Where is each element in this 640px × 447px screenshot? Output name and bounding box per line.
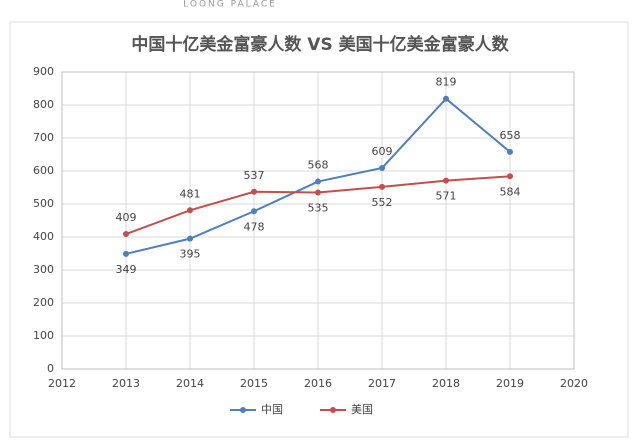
y-tick-label: 600 bbox=[33, 164, 54, 177]
data-label: 395 bbox=[180, 248, 201, 261]
data-label: 409 bbox=[116, 211, 137, 224]
y-tick-label: 800 bbox=[33, 98, 54, 111]
chart-title: 中国十亿美金富豪人数 VS 美国十亿美金富豪人数 bbox=[131, 34, 509, 55]
y-tick-label: 200 bbox=[33, 296, 54, 309]
data-point bbox=[315, 189, 321, 196]
data-label: 658 bbox=[500, 129, 521, 142]
data-label: 584 bbox=[500, 185, 521, 198]
watermark-text: LOONG PALACE bbox=[183, 0, 277, 10]
legend-marker bbox=[240, 407, 246, 413]
legend-label: 中国 bbox=[261, 403, 283, 416]
legend-marker bbox=[330, 407, 336, 413]
x-tick-label: 2018 bbox=[432, 377, 460, 390]
x-tick-label: 2020 bbox=[560, 377, 588, 390]
data-label: 571 bbox=[436, 190, 457, 203]
y-tick-label: 300 bbox=[33, 263, 54, 276]
data-point bbox=[443, 95, 449, 102]
data-point bbox=[123, 250, 129, 257]
x-tick-label: 2015 bbox=[240, 377, 268, 390]
data-point bbox=[315, 178, 321, 185]
y-tick-label: 900 bbox=[33, 65, 54, 78]
legend-label: 美国 bbox=[351, 403, 373, 416]
x-tick-label: 2014 bbox=[176, 377, 204, 390]
data-point bbox=[123, 231, 129, 238]
data-point bbox=[187, 207, 193, 214]
data-label: 349 bbox=[116, 263, 137, 276]
data-point bbox=[187, 235, 193, 242]
x-tick-label: 2013 bbox=[112, 377, 140, 390]
data-point bbox=[251, 208, 257, 215]
data-point bbox=[507, 148, 513, 155]
y-tick-label: 500 bbox=[33, 197, 54, 210]
chart-border bbox=[9, 21, 629, 438]
data-label: 535 bbox=[308, 201, 329, 214]
x-tick-label: 2012 bbox=[48, 377, 76, 390]
y-tick-label: 100 bbox=[33, 329, 54, 342]
x-tick-label: 2019 bbox=[496, 377, 524, 390]
x-tick-label: 2017 bbox=[368, 377, 396, 390]
x-tick-label: 2016 bbox=[304, 377, 332, 390]
data-label: 568 bbox=[308, 159, 329, 172]
y-tick-label: 0 bbox=[47, 362, 54, 375]
data-point bbox=[507, 173, 513, 180]
plot-border bbox=[61, 71, 575, 370]
data-label: 609 bbox=[372, 145, 393, 158]
data-point bbox=[443, 177, 449, 184]
y-tick-label: 400 bbox=[33, 230, 54, 243]
data-label: 552 bbox=[372, 196, 393, 209]
data-point bbox=[379, 165, 385, 172]
y-tick-label: 700 bbox=[33, 131, 54, 144]
data-label: 819 bbox=[436, 76, 457, 89]
data-label: 481 bbox=[180, 187, 201, 200]
data-point bbox=[379, 183, 385, 190]
data-point bbox=[251, 188, 257, 195]
data-label: 537 bbox=[244, 169, 265, 182]
data-label: 478 bbox=[244, 220, 265, 233]
